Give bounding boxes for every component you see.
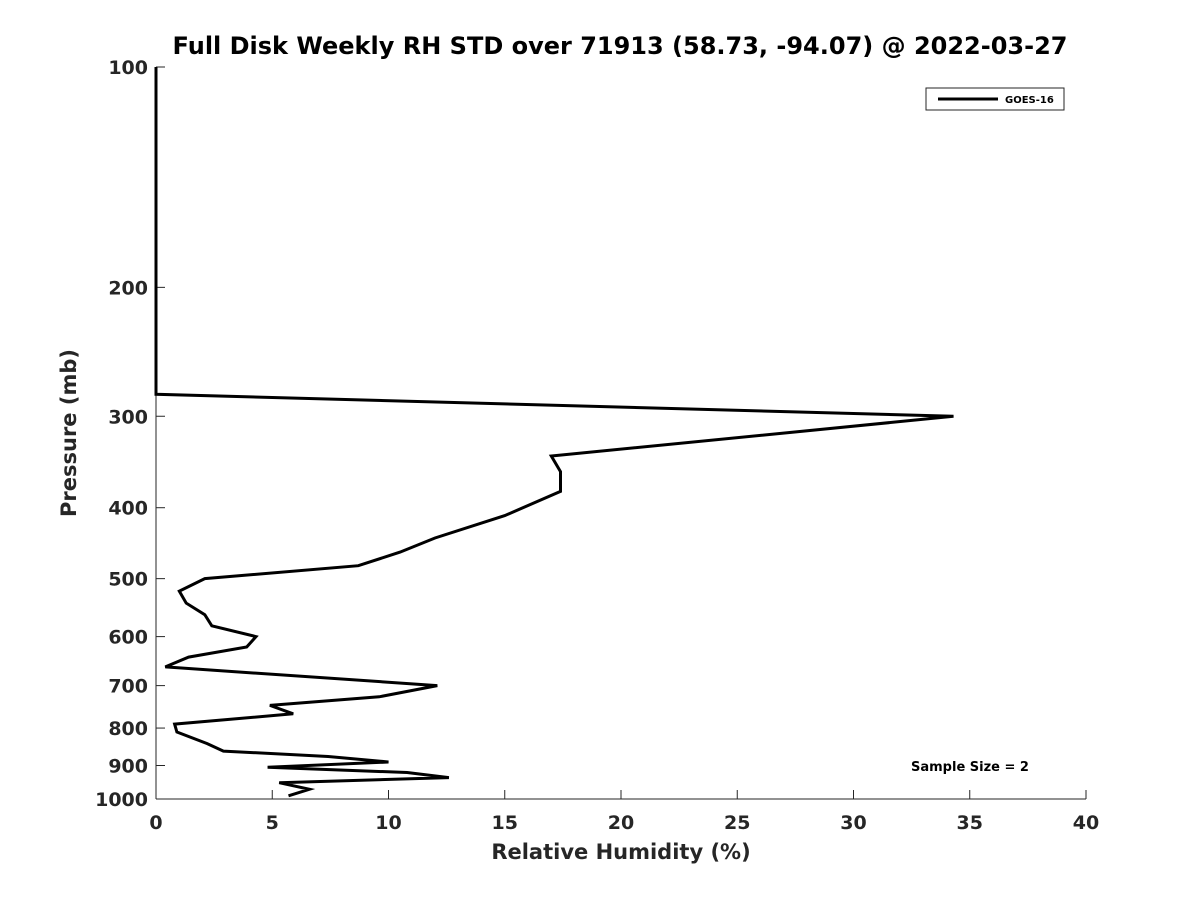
x-tick-label: 5 bbox=[266, 812, 279, 834]
y-tick-label: 600 bbox=[108, 627, 148, 649]
series-line-0 bbox=[154, 67, 954, 798]
x-axis-label: Relative Humidity (%) bbox=[491, 840, 750, 864]
sample-size-annotation: Sample Size = 2 bbox=[911, 760, 1029, 775]
y-tick-label: 1000 bbox=[95, 789, 148, 811]
y-tick-label: 800 bbox=[108, 718, 148, 740]
x-ticks: 0 5 10 15 20 25 30 35 40 bbox=[149, 790, 1099, 834]
x-tick-label: 25 bbox=[724, 812, 750, 834]
y-tick-label: 900 bbox=[108, 756, 148, 778]
plot-background bbox=[156, 67, 1086, 799]
x-tick-label: 20 bbox=[608, 812, 634, 834]
legend-label-goes-16: GOES-16 bbox=[1005, 95, 1054, 106]
y-ticks: 100 200 300 400 500 600 700 800 900 1000 bbox=[95, 57, 165, 811]
y-tick-label: 200 bbox=[108, 277, 148, 299]
y-tick-label: 700 bbox=[108, 676, 148, 698]
y-tick-label: 500 bbox=[108, 569, 148, 591]
y-tick-label: 300 bbox=[108, 406, 148, 428]
x-tick-label: 15 bbox=[492, 812, 518, 834]
y-axis-label: Pressure (mb) bbox=[57, 349, 81, 517]
plot-area: 0 5 10 15 20 25 30 35 40 100 200 300 400 500 600 700 80… bbox=[95, 57, 1099, 834]
x-tick-label: 30 bbox=[840, 812, 866, 834]
chart-title: Full Disk Weekly RH STD over 71913 (58.7… bbox=[173, 32, 1068, 60]
x-tick-label: 0 bbox=[149, 812, 162, 834]
y-tick-label: 100 bbox=[108, 57, 148, 79]
series-layer bbox=[154, 67, 954, 798]
y-tick-label: 400 bbox=[108, 498, 148, 520]
x-tick-label: 35 bbox=[957, 812, 983, 834]
x-tick-label: 10 bbox=[375, 812, 401, 834]
x-tick-label: 40 bbox=[1073, 812, 1099, 834]
legend: GOES-16 bbox=[925, 87, 1065, 111]
